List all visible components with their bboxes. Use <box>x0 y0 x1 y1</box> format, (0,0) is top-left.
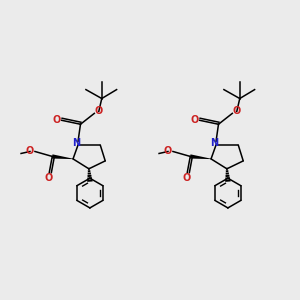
Text: O: O <box>26 146 34 157</box>
Text: N: N <box>72 138 80 148</box>
Text: O: O <box>52 115 61 125</box>
Text: O: O <box>45 173 53 183</box>
Text: O: O <box>183 173 191 183</box>
Text: N: N <box>210 138 218 148</box>
Text: O: O <box>95 106 103 116</box>
Text: O: O <box>164 146 172 157</box>
Text: O: O <box>190 115 199 125</box>
Polygon shape <box>52 154 73 159</box>
Polygon shape <box>190 154 211 159</box>
Text: O: O <box>233 106 241 116</box>
